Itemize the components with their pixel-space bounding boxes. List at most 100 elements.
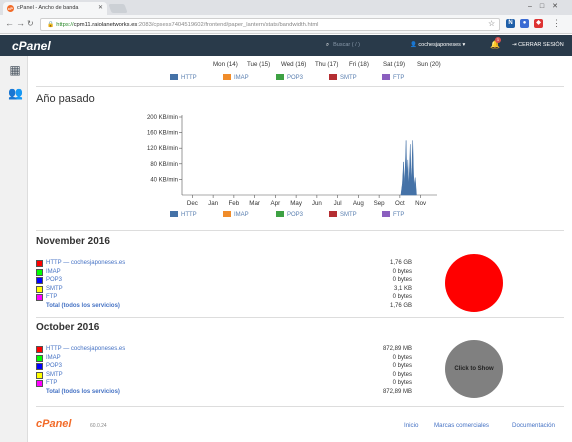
extension-icon-2[interactable]: ●: [520, 19, 529, 28]
logout-button[interactable]: ⇥ CERRAR SESIÓN: [512, 42, 564, 48]
users-icon[interactable]: 👥: [8, 86, 23, 100]
back-arrow-icon[interactable]: ←: [5, 18, 14, 28]
notification-badge: 1: [495, 37, 501, 43]
notifications-button[interactable]: 🔔 1: [490, 37, 501, 49]
service-label[interactable]: IMAP: [46, 268, 61, 275]
extension-icon-3[interactable]: ◆: [534, 19, 543, 28]
service-color-swatch: [36, 277, 43, 285]
x-tick-label: Jul: [334, 200, 342, 207]
service-label[interactable]: FTP: [46, 294, 58, 301]
logout-icon: ⇥: [512, 42, 517, 48]
search-input[interactable]: ⌕ Buscar ( / ): [326, 40, 401, 51]
legend-swatch: [170, 74, 178, 80]
service-value: 0 bytes: [392, 380, 412, 387]
week-day-label: Tue (15): [247, 61, 271, 68]
legend-label: POP3: [287, 212, 304, 218]
footer-version: 60.0.24: [90, 423, 107, 429]
service-row: SMTP 0 bytes: [36, 371, 412, 380]
service-color-swatch: [36, 371, 43, 379]
footer-link[interactable]: Inicio: [404, 422, 419, 429]
legend-item-imap: IMAP: [223, 74, 249, 81]
y-tick-label: 80 KB/min: [150, 162, 178, 168]
footer-cpanel-logo[interactable]: cPanel: [36, 418, 72, 430]
legend-swatch: [276, 74, 284, 80]
service-value: 1,76 GB: [389, 260, 412, 266]
service-label[interactable]: HTTP — cochesjaponeses.es: [46, 260, 126, 266]
legend-swatch: [382, 74, 390, 80]
service-color-swatch: [36, 363, 43, 371]
service-row: IMAP 0 bytes: [36, 354, 412, 363]
service-label[interactable]: POP3: [46, 363, 63, 370]
legend-swatch: [382, 211, 390, 217]
grid-apps-icon[interactable]: ▦: [9, 63, 21, 77]
week-day-label: Sun (20): [417, 61, 441, 68]
cpanel-logo[interactable]: cPanel: [12, 39, 51, 53]
footer-link[interactable]: Marcas comerciales: [434, 422, 490, 429]
browser-menu-icon[interactable]: ⋮: [552, 18, 561, 28]
service-label[interactable]: FTP: [46, 380, 58, 387]
legend-item-pop3: POP3: [276, 211, 303, 218]
close-tab-icon[interactable]: ✕: [97, 5, 103, 11]
legend-label: IMAP: [234, 212, 249, 218]
service-color-swatch: [36, 346, 43, 353]
service-row: HTTP — cochesjaponeses.es 872,89 MB: [36, 346, 412, 354]
service-value: 0 bytes: [392, 277, 412, 284]
service-label[interactable]: IMAP: [46, 354, 61, 361]
window-controls[interactable]: –□✕: [528, 3, 566, 10]
browser-tab[interactable]: cP cPanel - Ancho de banda ✕: [3, 2, 107, 15]
total-label: Total (todos los servicios): [46, 303, 120, 309]
extension-icon-1[interactable]: N: [506, 19, 515, 28]
service-label[interactable]: SMTP: [46, 285, 63, 292]
service-label[interactable]: POP3: [46, 277, 63, 284]
legend-label: IMAP: [234, 75, 249, 81]
legend-item-imap: IMAP: [223, 211, 249, 218]
bookmark-star-icon[interactable]: ☆: [488, 19, 496, 28]
cpanel-favicon-icon: cP: [7, 5, 14, 12]
week-day-label: Fri (18): [349, 61, 369, 68]
service-row: FTP 0 bytes: [36, 294, 412, 302]
legend-swatch: [276, 211, 284, 217]
total-row: Total (todos los servicios) 872,89 MB: [36, 389, 412, 397]
bell-icon: 🔔: [490, 40, 500, 49]
sidebar: ▦ 👥: [0, 56, 28, 442]
service-pie-chart: [445, 254, 503, 312]
new-tab-button[interactable]: [108, 4, 128, 13]
click-to-show-label[interactable]: Click to Show: [454, 366, 494, 372]
legend-item-smtp: SMTP: [329, 74, 357, 81]
forward-arrow-icon[interactable]: →: [16, 18, 25, 28]
x-tick-label: Feb: [229, 200, 240, 207]
main-content: Mon (14) Tue (15) Wed (16) Thu (17) Fri (18)…: [28, 56, 572, 442]
x-tick-label: Jun: [312, 200, 323, 207]
service-label[interactable]: HTTP — cochesjaponeses.es: [46, 346, 126, 352]
y-tick-label: 120 KB/min: [147, 146, 178, 152]
service-color-swatch: [36, 285, 43, 293]
week-day-label: Mon (14): [213, 61, 238, 68]
legend-item-http: HTTP: [170, 74, 197, 81]
footer-link[interactable]: Documentación: [512, 422, 555, 429]
x-tick-label: Mar: [249, 200, 260, 207]
service-row: IMAP 0 bytes: [36, 268, 412, 277]
user-menu[interactable]: 👤 cochesjaponeses ▾: [410, 42, 465, 48]
search-placeholder: Buscar ( / ): [333, 42, 360, 48]
total-value: 1,76 GB: [389, 303, 412, 309]
legend-label: SMTP: [340, 75, 357, 81]
month-title: November 2016: [36, 236, 110, 247]
total-label: Total (todos los servicios): [46, 389, 120, 395]
x-tick-label: Jan: [208, 200, 219, 207]
service-label[interactable]: SMTP: [46, 371, 63, 378]
week-day-label: Wed (16): [281, 61, 307, 68]
legend-label: FTP: [393, 212, 405, 218]
x-tick-label: Nov: [415, 200, 427, 207]
y-tick-label: 200 KB/min: [147, 115, 178, 121]
legend-label: HTTP: [181, 75, 197, 81]
service-value: 872,89 MB: [382, 346, 412, 352]
divider: [36, 317, 564, 318]
service-pie-chart[interactable]: [445, 340, 503, 398]
x-tick-label: Dec: [187, 200, 198, 207]
reload-icon[interactable]: ↻: [27, 19, 34, 28]
address-bar: ← → ↻ 🔒 https://cpm11.raiolanetworks.es:2…: [0, 15, 572, 34]
series-area-http: [400, 140, 417, 196]
url-input[interactable]: 🔒 https://cpm11.raiolanetworks.es:2083/cp…: [40, 18, 500, 31]
x-tick-label: Apr: [271, 200, 281, 207]
legend-swatch: [170, 211, 178, 217]
